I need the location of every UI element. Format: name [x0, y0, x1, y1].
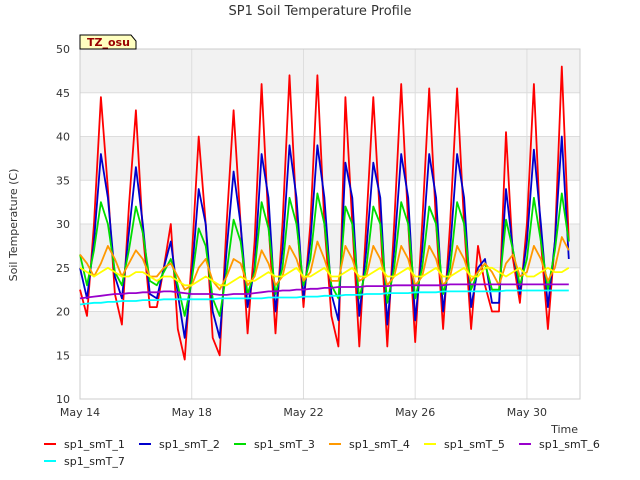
legend-item-sp1-smt-3: sp1_smT_3: [234, 438, 315, 451]
legend-item-sp1-smt-1: sp1_smT_1: [44, 438, 125, 451]
x-axis-ticks: May 14 May 18 May 22 May 26 May 30: [60, 406, 547, 419]
y-tick-label: 10: [56, 393, 70, 406]
series-line-sp1-smt-4: [79, 236, 570, 291]
plot-area: [79, 48, 581, 400]
legend-label: sp1_smT_3: [254, 438, 315, 451]
legend-item-sp1-smt-7: sp1_smT_7: [44, 455, 125, 468]
y-tick-label: 15: [56, 349, 70, 362]
legend-item-sp1-smt-2: sp1_smT_2: [139, 438, 220, 451]
series-line-sp1-smt-7: [79, 289, 569, 306]
legend-label: sp1_smT_2: [159, 438, 220, 451]
background-band: [80, 311, 580, 356]
background-band: [80, 180, 580, 224]
legend-label: sp1_smT_4: [349, 438, 410, 451]
series-line-sp1-smt-6: [79, 283, 569, 300]
legend-label: sp1_smT_6: [539, 438, 600, 451]
x-axis-label: Time: [550, 423, 578, 436]
x-tick-label: May 14: [60, 406, 100, 419]
background-band: [80, 355, 580, 399]
y-axis-label: Soil Temperature (C): [7, 169, 20, 282]
background-band: [80, 49, 580, 93]
y-tick-label: 25: [56, 262, 70, 275]
y-tick-label: 30: [56, 218, 70, 231]
x-tick-label: May 22: [283, 406, 323, 419]
legend-label: sp1_smT_7: [64, 455, 125, 468]
y-axis-ticks: 10 15 20 25 30 35 40 45 50: [56, 43, 70, 406]
series-line-sp1-smt-3: [79, 192, 570, 317]
legend-item-sp1-smt-4: sp1_smT_4: [329, 438, 410, 451]
x-tick-label: May 26: [395, 406, 435, 419]
background-band: [80, 136, 580, 181]
site-badge: TZ_osu: [79, 34, 137, 50]
site-badge-box: [79, 34, 137, 50]
plot-background-bands: [80, 49, 580, 399]
background-band: [80, 224, 580, 268]
legend-label: sp1_smT_1: [64, 438, 125, 451]
x-tick-label: May 30: [507, 406, 547, 419]
y-tick-label: 40: [56, 131, 70, 144]
series-line-sp1-smt-5: [79, 266, 570, 287]
legend-item-sp1-smt-5: sp1_smT_5: [424, 438, 505, 451]
legend-label: sp1_smT_5: [444, 438, 505, 451]
y-tick-label: 35: [56, 174, 70, 187]
y-tick-label: 50: [56, 43, 70, 56]
x-tick-label: May 18: [172, 406, 212, 419]
chart-title: SP1 Soil Temperature Profile: [229, 4, 412, 19]
site-badge-label: TZ_osu: [87, 36, 130, 49]
y-tick-label: 45: [56, 87, 70, 100]
legend: sp1_smT_1 sp1_smT_2 sp1_smT_3 sp1_smT_4 sp1_…: [44, 438, 600, 468]
series-lines: [79, 65, 570, 361]
y-tick-label: 20: [56, 306, 70, 319]
legend-item-sp1-smt-6: sp1_smT_6: [519, 438, 600, 451]
background-band: [80, 92, 580, 137]
